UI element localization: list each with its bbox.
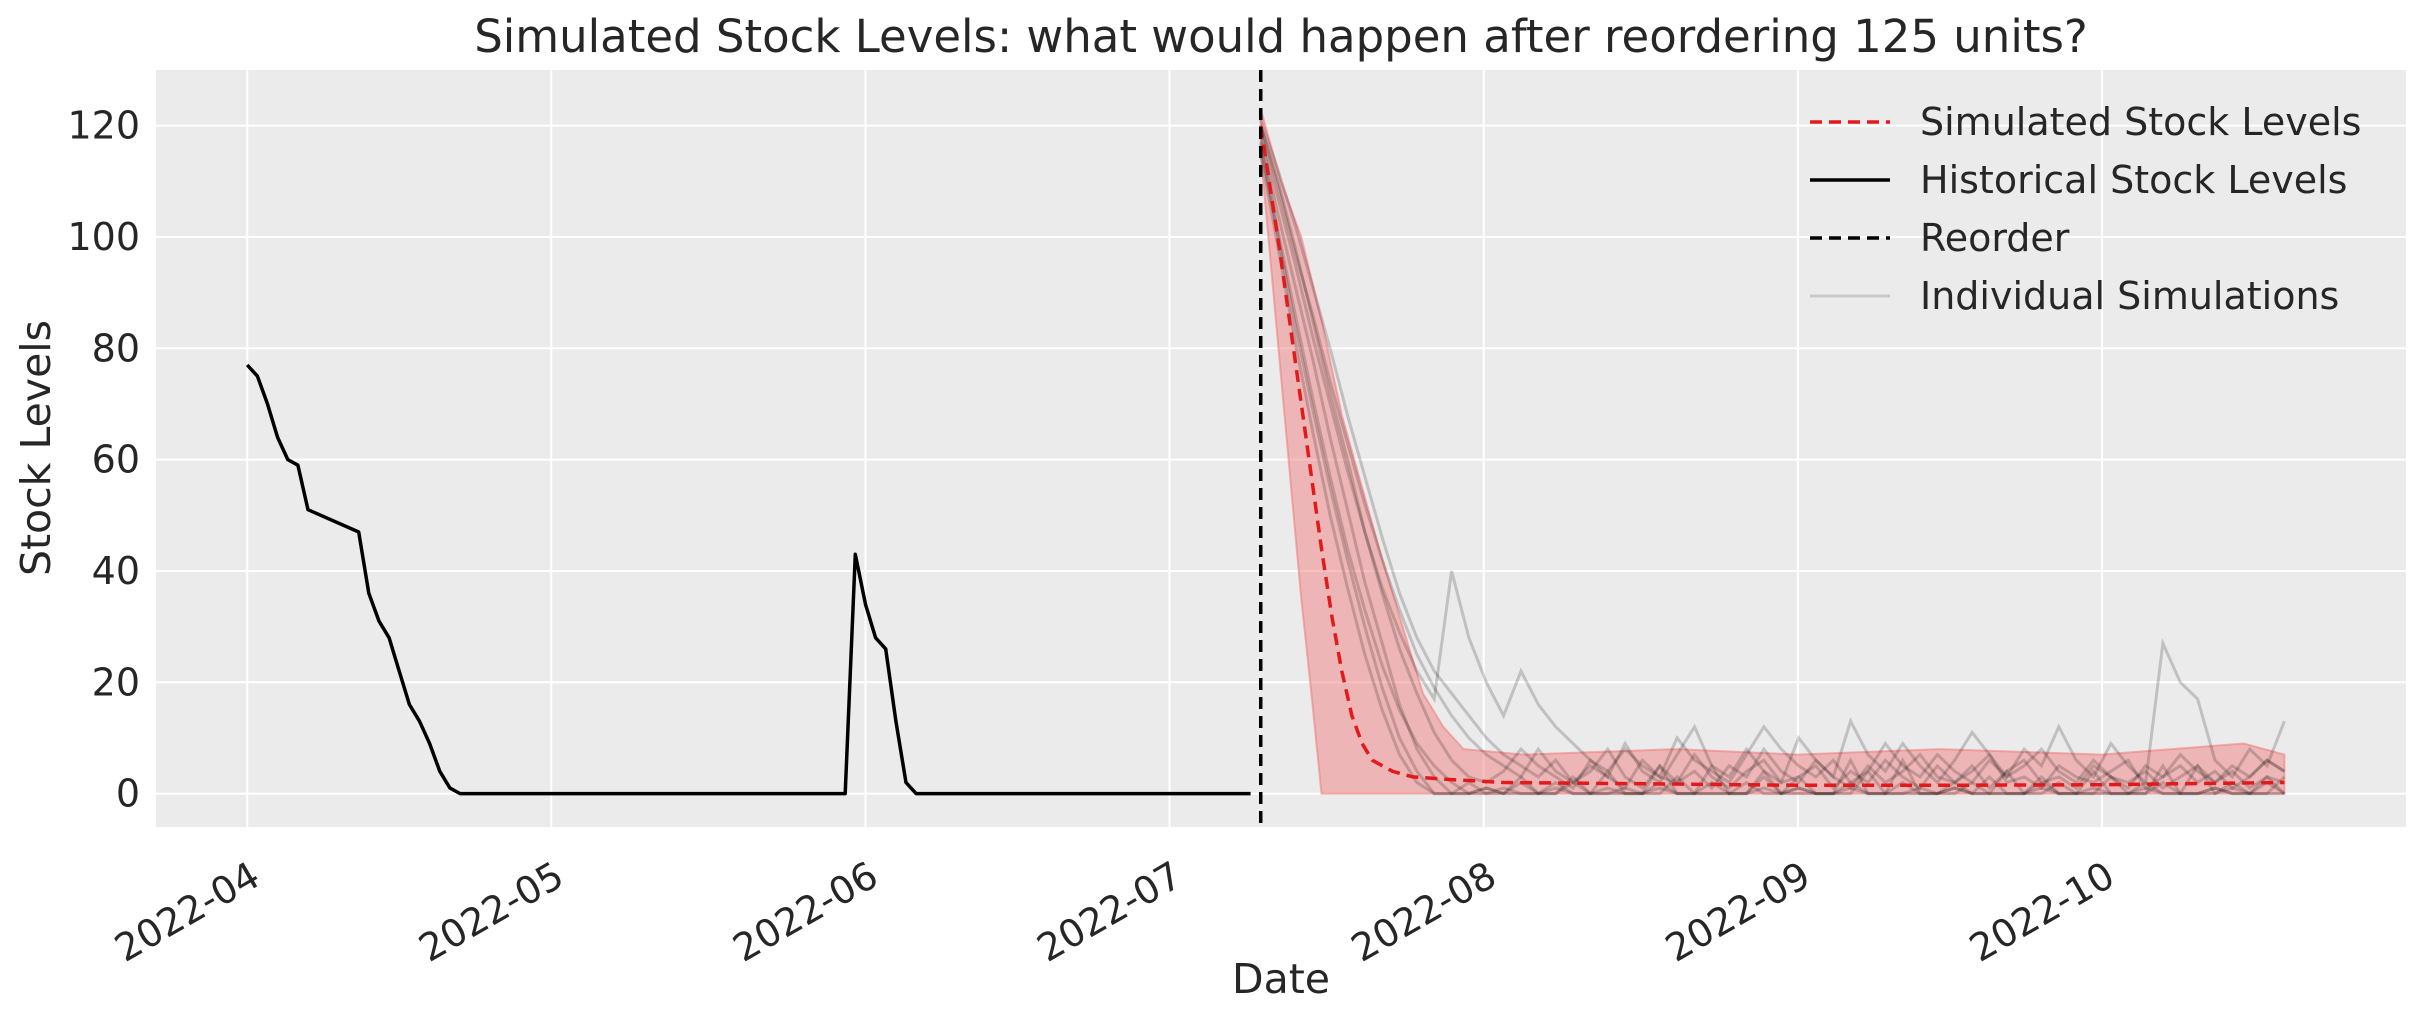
series-lines — [245, 70, 2285, 827]
legend-label: Individual Simulations — [1920, 274, 2339, 318]
individual-simulation-line — [1259, 130, 2286, 790]
y-tick-label: 60 — [92, 438, 140, 482]
x-tick-label: 2022-10 — [1962, 853, 2122, 970]
grid — [156, 70, 2406, 827]
chart-title: Simulated Stock Levels: what would happe… — [474, 10, 2088, 63]
legend-label: Historical Stock Levels — [1920, 158, 2347, 202]
x-tick-label: 2022-09 — [1658, 853, 1818, 970]
x-tick-label: 2022-08 — [1344, 853, 1504, 970]
y-tick-label: 80 — [92, 326, 140, 370]
y-tick-label: 100 — [67, 215, 140, 259]
x-tick-labels: 2022-04 2022-05 2022-06 2022-07 2022-08 2022-… — [107, 853, 2121, 970]
x-tick-label: 2022-04 — [107, 853, 267, 970]
y-tick-labels: 0 20 40 60 80 100 120 — [67, 104, 140, 816]
legend-label: Reorder — [1920, 216, 2070, 260]
individual-simulation-line — [1259, 119, 2286, 791]
historical-stock-line — [245, 363, 1251, 796]
simulated-band — [1259, 108, 2286, 795]
y-tick-label: 120 — [67, 104, 140, 148]
y-tick-label: 40 — [92, 549, 140, 593]
y-tick-label: 0 — [116, 772, 140, 816]
x-tick-label: 2022-05 — [411, 853, 571, 970]
simulated-range-band — [1259, 108, 2286, 795]
legend-label: Simulated Stock Levels — [1920, 100, 2361, 144]
x-tick-label: 2022-07 — [1030, 853, 1190, 970]
individual-simulation-line — [1259, 136, 2286, 796]
y-axis-label: Stock Levels — [12, 320, 60, 576]
x-tick-label: 2022-06 — [726, 853, 886, 970]
individual-simulation-line — [1259, 125, 2286, 791]
y-tick-label: 20 — [92, 660, 140, 704]
individual-simulation-line — [1259, 142, 2286, 796]
individual-simulation-line — [1259, 125, 2285, 791]
legend: Simulated Stock Levels Historical Stock L… — [1810, 100, 2361, 318]
simulated-stock-line — [1258, 125, 2285, 788]
x-axis-label: Date — [1232, 955, 1330, 1003]
individual-simulation-line — [1259, 147, 2286, 796]
